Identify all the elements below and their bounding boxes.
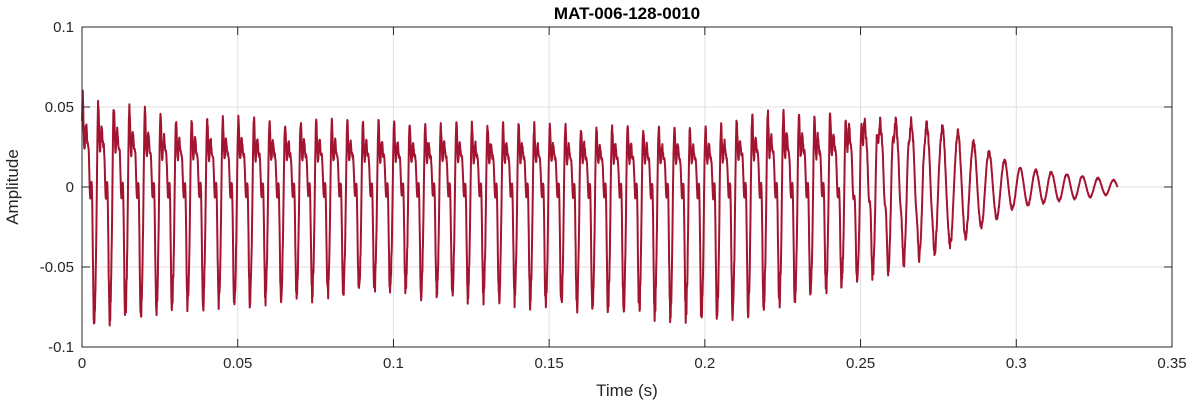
y-tick-label-3: 0.05 [45,99,74,116]
x-axis-label: Time (s) [596,381,658,400]
x-tick-label-0: 0 [78,355,86,372]
x-tick-label-7: 0.35 [1157,355,1186,372]
y-tick-label-0: -0.1 [48,339,74,356]
y-tick-label-2: 0 [66,179,74,196]
waveform-line [81,89,1119,327]
chart-title: MAT-006-128-0010 [554,4,700,23]
x-tick-label-2: 0.1 [383,355,404,372]
y-axis-ticks: -0.1 -0.05 0 0.05 0.1 [40,19,1172,356]
y-tick-label-1: -0.05 [40,259,74,276]
x-tick-label-1: 0.05 [223,355,252,372]
x-tick-label-4: 0.2 [694,355,715,372]
series-layer [81,89,1119,327]
y-axis-label: Amplitude [3,149,22,225]
x-tick-label-6: 0.3 [1006,355,1027,372]
y-tick-label-4: 0.1 [53,19,74,36]
x-axis-ticks: 0 0.05 0.1 0.15 0.2 0.25 0.3 0.35 [78,27,1187,372]
x-tick-label-5: 0.25 [846,355,875,372]
x-tick-label-3: 0.15 [535,355,564,372]
